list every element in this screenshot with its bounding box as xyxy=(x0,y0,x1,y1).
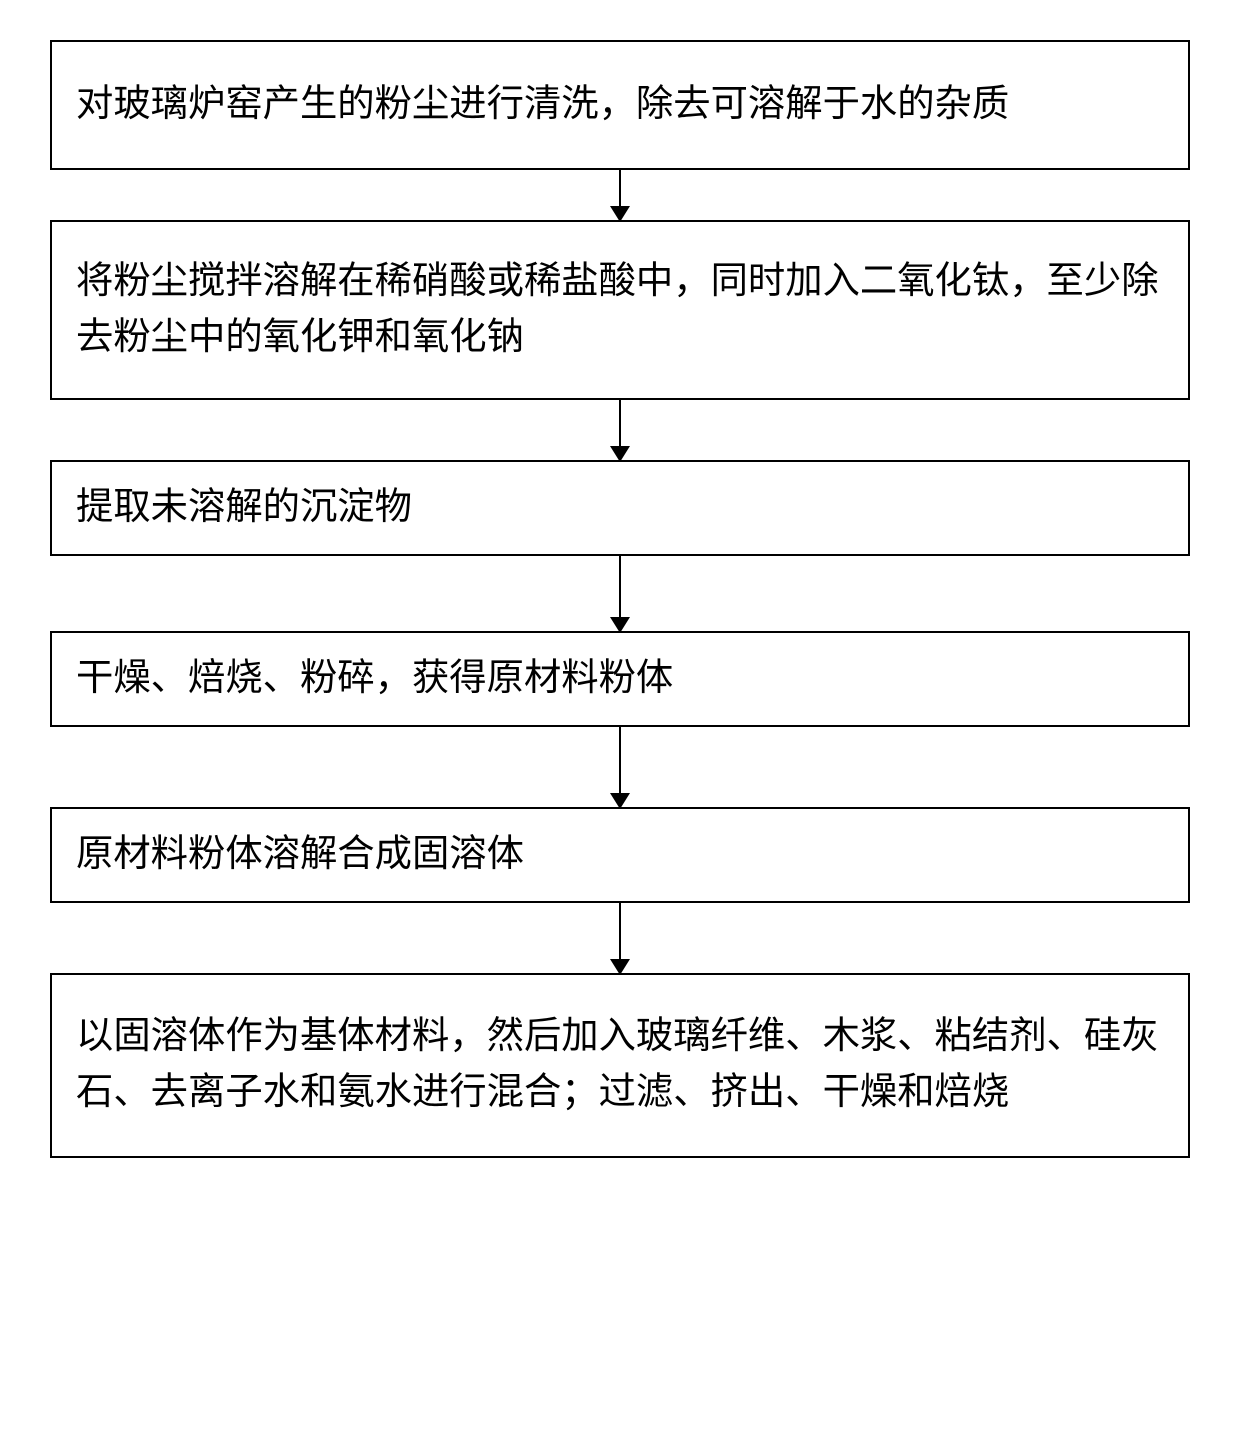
flow-step-3: 提取未溶解的沉淀物 xyxy=(50,460,1190,556)
flow-step-2: 将粉尘搅拌溶解在稀硝酸或稀盐酸中，同时加入二氧化钛，至少除去粉尘中的氧化钾和氧化… xyxy=(50,220,1190,400)
flow-step-text: 原材料粉体溶解合成固溶体 xyxy=(76,827,524,883)
process-flowchart: 对玻璃炉窑产生的粉尘进行清洗，除去可溶解于水的杂质 将粉尘搅拌溶解在稀硝酸或稀盐… xyxy=(50,40,1190,1158)
flow-step-text: 对玻璃炉窑产生的粉尘进行清洗，除去可溶解于水的杂质 xyxy=(76,77,1009,133)
flow-step-5: 原材料粉体溶解合成固溶体 xyxy=(50,807,1190,903)
flow-step-text: 提取未溶解的沉淀物 xyxy=(76,480,412,536)
flow-step-4: 干燥、焙烧、粉碎，获得原材料粉体 xyxy=(50,631,1190,727)
flow-arrow xyxy=(619,170,621,220)
flow-step-text: 将粉尘搅拌溶解在稀硝酸或稀盐酸中，同时加入二氧化钛，至少除去粉尘中的氧化钾和氧化… xyxy=(76,254,1164,366)
flow-arrow xyxy=(619,727,621,807)
flow-step-text: 干燥、焙烧、粉碎，获得原材料粉体 xyxy=(76,651,673,707)
flow-step-1: 对玻璃炉窑产生的粉尘进行清洗，除去可溶解于水的杂质 xyxy=(50,40,1190,170)
flow-arrow xyxy=(619,556,621,631)
flow-arrow xyxy=(619,400,621,460)
flow-step-6: 以固溶体作为基体材料，然后加入玻璃纤维、木浆、粘结剂、硅灰石、去离子水和氨水进行… xyxy=(50,973,1190,1158)
flow-arrow xyxy=(619,903,621,973)
flow-step-text: 以固溶体作为基体材料，然后加入玻璃纤维、木浆、粘结剂、硅灰石、去离子水和氨水进行… xyxy=(76,1009,1164,1121)
